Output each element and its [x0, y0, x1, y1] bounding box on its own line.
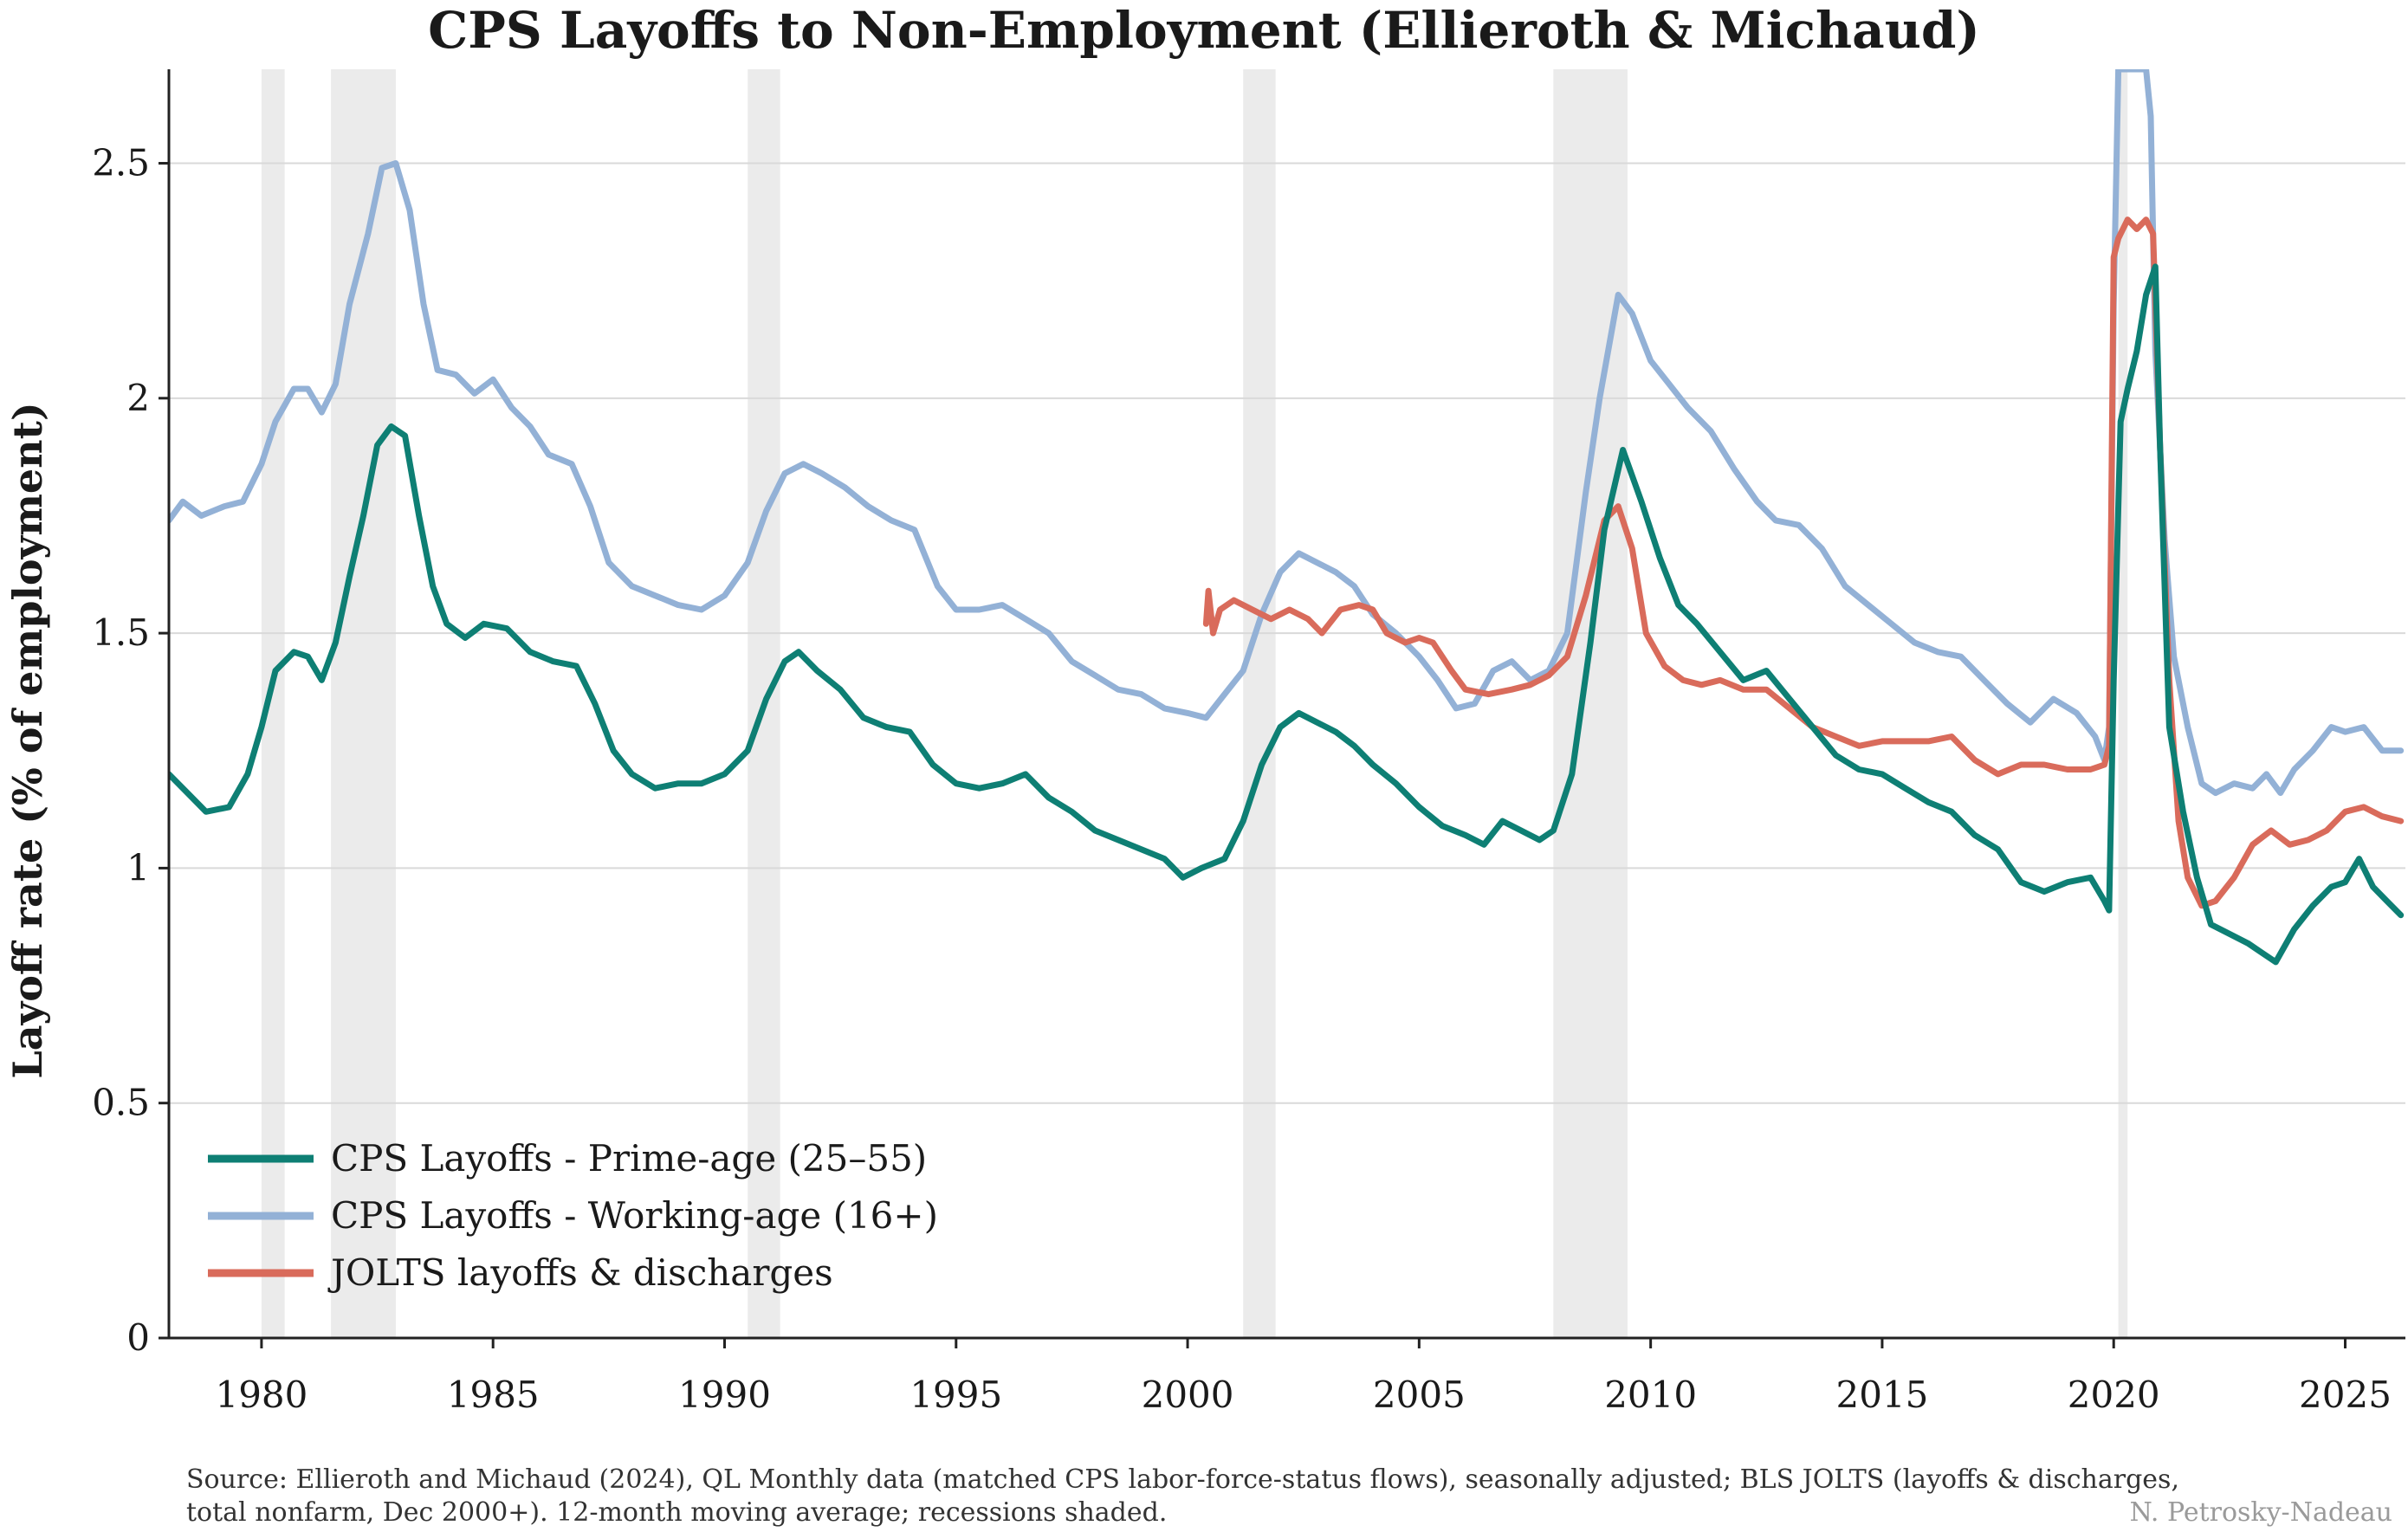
x-tick-label-1985: 1985 [447, 1374, 540, 1416]
x-tick-label-2000: 2000 [1142, 1374, 1234, 1416]
x-tick-label-1990: 1990 [678, 1374, 771, 1416]
recession-band-2 [331, 69, 396, 1338]
source-note-line-2: total nonfarm, Dec 2000+). 12-month movi… [186, 1497, 1167, 1528]
recession-band-6 [2118, 69, 2128, 1338]
x-tick-label-1980: 1980 [215, 1374, 307, 1416]
x-tick-label-2025: 2025 [2299, 1374, 2392, 1416]
series-line-prime [169, 263, 2405, 966]
source-note-line-1: Source: Ellieroth and Michaud (2024), QL… [186, 1464, 2179, 1495]
axes [167, 69, 2405, 1340]
x-tick-label-2015: 2015 [1835, 1374, 1928, 1416]
recession-band-4 [1243, 69, 1276, 1338]
recession-bands [261, 69, 2128, 1338]
legend: CPS Layoffs - Prime-age (25–55) CPS Layof… [208, 1137, 938, 1294]
chart-title: CPS Layoffs to Non-Employment (Ellieroth… [428, 1, 1980, 60]
y-tick-label-1: 1 [126, 846, 150, 889]
y-tick-label-0: 0 [126, 1316, 150, 1359]
y-tick-label-2: 2 [126, 377, 150, 419]
y-axis-label: Layoff rate (% of employment) [4, 402, 51, 1078]
y-tick-label-2.5: 2.5 [92, 142, 150, 184]
series-line-jolts [1202, 217, 2405, 909]
legend-label-jolts: JOLTS layoffs & discharges [327, 1251, 833, 1294]
x-tick-label-2010: 2010 [1604, 1374, 1697, 1416]
tick-labels: 0 0.5 1 1.5 2 2.5 1980 1985 1990 1995 2000 2005 2010… [92, 142, 2392, 1416]
author-credit: N. Petrosky-Nadeau [2130, 1497, 2392, 1528]
x-tick-label-2020: 2020 [2068, 1374, 2160, 1416]
grid-lines [169, 162, 2405, 1104]
legend-label-working: CPS Layoffs - Working-age (16+) [331, 1194, 938, 1237]
recession-band-5 [1553, 69, 1628, 1338]
y-tick-label-1.5: 1.5 [92, 611, 150, 654]
y-tick-label-0.5: 0.5 [92, 1082, 150, 1124]
x-tick-label-1995: 1995 [909, 1374, 1002, 1416]
legend-label-prime: CPS Layoffs - Prime-age (25–55) [331, 1137, 927, 1180]
series-line-working [169, 69, 2405, 797]
x-tick-label-2005: 2005 [1373, 1374, 1466, 1416]
series-lines [169, 69, 2405, 966]
